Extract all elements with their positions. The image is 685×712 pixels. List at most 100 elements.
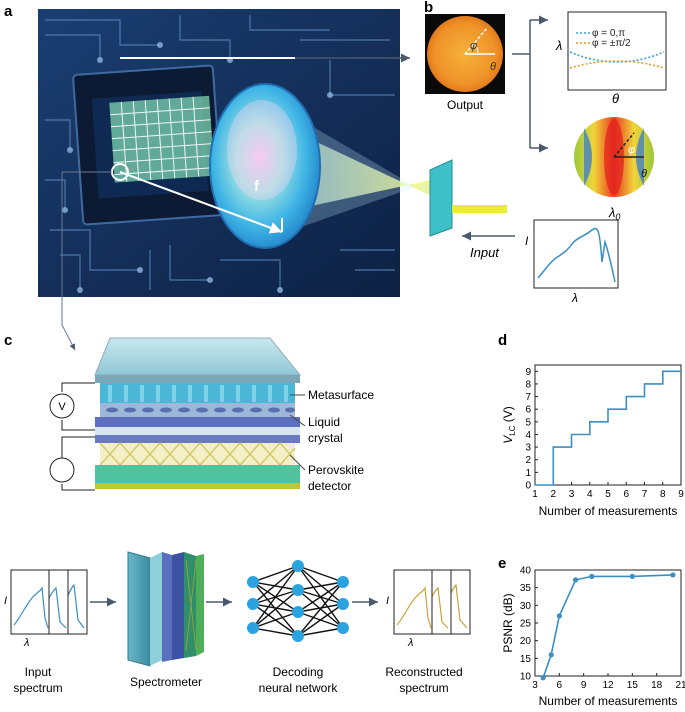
chart-d-x-tick-label: 9	[678, 489, 684, 500]
chart-e-y-tick-label: 10	[520, 672, 532, 683]
recon-caption-1: Reconstructed	[385, 665, 462, 679]
reconstructed-spectra-stack	[393, 569, 471, 635]
chart-e-y-tick-label: 40	[520, 566, 532, 577]
recon-stack-x-label: λ	[407, 637, 413, 649]
chart-e-x-tick-label: 3	[532, 680, 538, 691]
chart-e-x-tick-label: 12	[602, 680, 614, 691]
chart-d-frame	[534, 364, 682, 486]
chart-d-series-line	[535, 370, 681, 486]
liquid-crystal-label-2: crystal	[308, 431, 343, 445]
decoding-caption-1: Decoding	[273, 665, 324, 679]
chart-e-data-point	[589, 573, 595, 579]
chart-e-x-tick-label: 9	[581, 680, 587, 691]
chart-d-y-tick-label: 4	[525, 430, 531, 441]
output-phi-label: φ	[470, 40, 477, 52]
lambda0-label: λ0	[608, 205, 620, 222]
chart-e-x-tick-label: 18	[651, 680, 663, 691]
chart-d-x-tick-label: 2	[550, 489, 556, 500]
chart-d-y-tick-label: 0	[525, 481, 531, 492]
chart-e-psnr: 3 6 9 12 15 18 21 10 15 20 25 30 35 40	[520, 566, 685, 692]
input-graph-y-label: I	[525, 234, 529, 248]
input-graph-x-label: λ	[571, 291, 578, 305]
map-theta-label: θ	[641, 168, 647, 180]
legend-label-0: φ = 0,π	[592, 28, 625, 39]
perovskite-label-2: detector	[308, 479, 351, 493]
chart-d-x-tick-label: 4	[587, 489, 593, 500]
chart-e-y-tick-label: 25	[520, 619, 532, 630]
perovskite-label-1: Perovskite	[308, 463, 364, 477]
chart-e-x-tick-label: 15	[627, 680, 639, 691]
voltmeter-symbol	[49, 393, 75, 419]
chart-d-y-tick-label: 1	[525, 468, 531, 479]
curve-blue	[569, 51, 665, 63]
recon-caption-2: spectrum	[399, 681, 448, 695]
ammeter-symbol	[49, 457, 75, 483]
chart-d-x-tick-label: 3	[569, 489, 575, 500]
panel-a-illustration	[38, 9, 515, 351]
map-phi-label: φ	[628, 144, 635, 156]
chart-d-x-tick-label: 1	[532, 489, 538, 500]
chart-d-y-tick-label: 6	[525, 405, 531, 416]
chart-d-y-tick-label: 7	[525, 392, 531, 403]
input-label: Input	[470, 245, 500, 260]
angular-map	[574, 117, 654, 197]
chart-d-x-tick-label: 6	[623, 489, 629, 500]
output-caption: Output	[447, 98, 484, 112]
spectrometer-device	[127, 551, 204, 667]
device-stack	[94, 337, 302, 489]
focal-arrow	[119, 171, 283, 234]
dispersion-plot	[567, 11, 667, 91]
chart-e-x-tick-label: 6	[557, 680, 563, 691]
panel-letter-e: e	[498, 555, 506, 572]
input-stack-x-label: λ	[23, 637, 29, 649]
curve-orange	[569, 60, 665, 69]
metasurface-layer	[100, 383, 295, 403]
panel-letter-b: b	[424, 0, 433, 16]
top-glass	[94, 337, 302, 376]
chart-e-y-tick-label: 35	[520, 583, 532, 594]
input-spectrum-graph	[533, 219, 619, 289]
chart-d-y-label: VLC (V)	[501, 406, 517, 444]
chart-d-y-tick-label: 3	[525, 443, 531, 454]
focal-label: f	[254, 178, 260, 195]
panel-letter-a: a	[4, 3, 13, 20]
perovskite-layer	[100, 443, 295, 465]
chart-d-y-tick-label: 8	[525, 379, 531, 390]
decoding-caption-2: neural network	[259, 681, 339, 695]
chart-e-data-point	[572, 577, 579, 583]
neural-network	[247, 560, 349, 642]
recon-stack-y-label: I	[386, 595, 389, 607]
chart-d-x-tick-label: 8	[660, 489, 666, 500]
chart-e-data-point	[629, 573, 635, 579]
chart-e-y-tick-label: 30	[520, 601, 532, 612]
pixel-array	[109, 95, 215, 183]
liquid-crystal-label-1: Liquid	[308, 415, 340, 429]
chart-d-x-tick-label: 5	[605, 489, 611, 500]
chart-e-y-label: PSNR (dB)	[501, 593, 515, 652]
input-beam	[452, 205, 507, 213]
dispersion-x-label: θ	[612, 91, 619, 106]
chart-e-y-tick-label: 15	[520, 654, 532, 665]
panel-letter-d: d	[498, 332, 507, 349]
input-plate	[429, 159, 453, 237]
panel-letter-c: c	[4, 332, 12, 349]
output-image	[425, 14, 505, 94]
spectrometer-caption: Spectrometer	[130, 675, 202, 689]
chart-e-x-tick-label: 21	[675, 680, 685, 691]
chart-e-data-point	[670, 572, 676, 578]
chart-d-x-tick-label: 7	[642, 489, 648, 500]
input-spectra-stack	[10, 569, 88, 635]
voltage-label: V	[58, 401, 66, 413]
chart-e-frame	[534, 569, 682, 677]
input-caption-2: spectrum	[13, 681, 62, 695]
chart-e-data-point	[540, 675, 546, 681]
chart-d-y-tick-label: 2	[525, 455, 531, 466]
metalens	[209, 83, 321, 249]
input-caption-1: Input	[25, 665, 52, 679]
chart-e-y-tick-label: 20	[520, 636, 532, 647]
chart-e-data-point	[556, 613, 562, 619]
detector-substrate	[95, 465, 300, 483]
chart-d-x-label: Number of measurements	[539, 504, 678, 518]
